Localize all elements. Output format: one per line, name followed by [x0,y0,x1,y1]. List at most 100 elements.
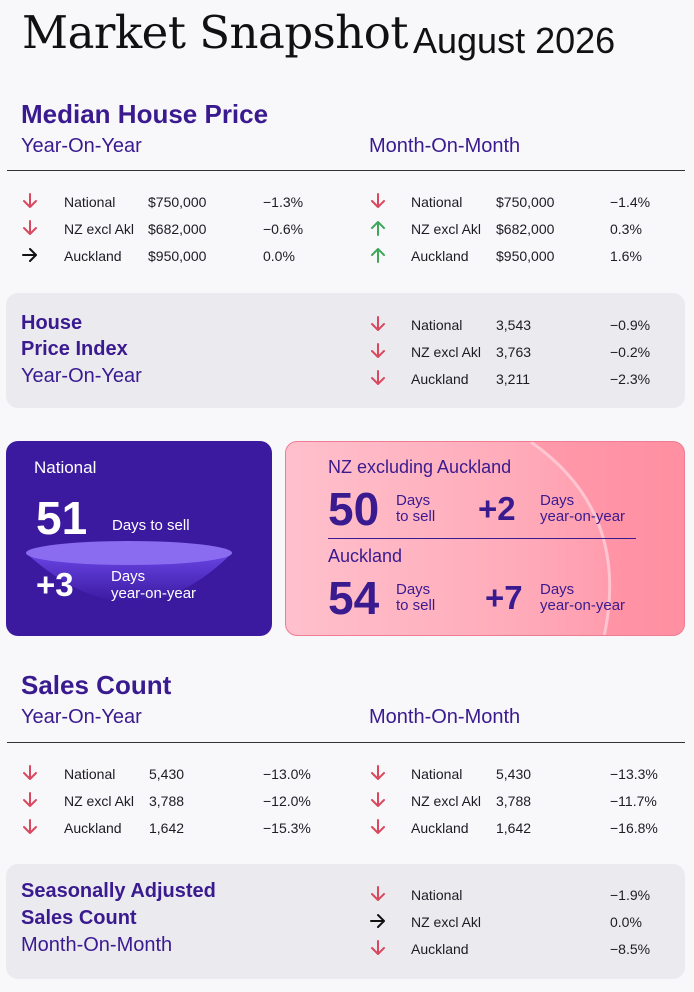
region-label: Auckland [411,941,469,957]
value-cell: 3,211 [496,371,530,387]
value-cell: $750,000 [496,194,555,210]
national-days-label: Days to sell [112,517,190,534]
arrow-down-icon [369,885,387,903]
value-cell: $750,000 [148,194,207,210]
value-cell: $682,000 [148,221,207,237]
page-title: Market Snapshot [22,6,408,59]
arrow-down-icon [21,192,39,210]
auckland-change-value: +7 [485,579,523,616]
hpi-title-line1: House [21,312,83,334]
region-label: NZ excl Akl [64,221,135,237]
table-row: Auckland 3,211 −2.3% [348,369,688,393]
value-cell: 1,642 [496,820,532,836]
region-label: NZ excl Akl [411,344,482,360]
change-cell: −0.2% [610,344,651,360]
region-label: National [411,317,463,333]
change-cell: 0.0% [263,248,295,264]
national-change-label2: year-on-year [111,585,197,602]
table-row: National 5,430 −13.3% [348,764,688,788]
value-cell: 5,430 [496,766,532,782]
regional-days-card: NZ excluding Auckland 50 Days to sell +2… [285,441,685,636]
seasonal-title-line2: Sales Count [21,907,137,929]
table-row: Auckland −8.5% [348,939,688,963]
change-cell: −13.3% [610,766,658,782]
table-row: Auckland $950,000 1.6% [348,246,688,270]
region-label: Auckland [411,248,469,264]
table-row: NZ excl Akl 0.0% [348,912,688,936]
region-label: National [64,194,116,210]
national-change-value: +3 [36,566,74,603]
change-cell: 1.6% [610,248,642,264]
page-date: August 2026 [413,20,616,61]
nz-excl-change-label1: Days [540,492,575,509]
hpi-panel [6,293,685,408]
value-cell: $950,000 [496,248,555,264]
table-row: National −1.9% [348,885,688,909]
region-label: National [411,766,463,782]
change-cell: −11.7% [610,793,657,809]
change-cell: −1.3% [263,194,304,210]
seasonal-title-line1: Seasonally Adjusted [21,880,216,902]
change-cell: −1.4% [610,194,651,210]
arrow-down-icon [369,791,387,809]
arrow-down-icon [21,818,39,836]
change-cell: −16.8% [610,820,658,836]
change-cell: 0.0% [610,914,642,930]
arrow-down-icon [369,342,387,360]
value-cell: 1,642 [149,820,185,836]
value-cell: 3,788 [149,793,185,809]
median-mom-label: Month-On-Month [369,135,521,157]
auckland-days-label1: Days [396,581,431,598]
region-label: Auckland [64,820,122,836]
region-label: NZ excl Akl [411,793,482,809]
table-row: NZ excl Akl $682,000 −0.6% [0,219,340,243]
auckland-change-label2: year-on-year [540,597,626,614]
value-cell: 3,543 [496,317,532,333]
change-cell: −0.9% [610,317,651,333]
table-row: Auckland 1,642 −16.8% [348,818,688,842]
region-label: National [64,766,116,782]
change-cell: −0.6% [263,221,304,237]
change-cell: −8.5% [610,941,651,957]
median-price-heading: Median House Price [21,99,269,129]
national-days-card: National 51 Days to sell +3 Days year-on… [6,441,272,636]
change-cell: 0.3% [610,221,642,237]
region-label: NZ excl Akl [411,221,482,237]
change-cell: −2.3% [610,371,651,387]
value-cell: 3,788 [496,793,532,809]
value-cell: 3,763 [496,344,532,360]
table-row: NZ excl Akl $682,000 0.3% [348,219,688,243]
nz-excl-days-value: 50 [328,483,380,535]
nz-excl-days-label2: to sell [396,508,436,525]
median-divider [7,170,685,171]
bowl-graphic [26,541,232,602]
region-label: Auckland [64,248,122,264]
nz-excl-change-label2: year-on-year [540,508,626,525]
nz-excl-change-value: +2 [478,490,516,527]
value-cell: $682,000 [496,221,555,237]
region-label: Auckland [411,371,469,387]
arrow-down-icon [369,315,387,333]
nz-excl-days-label1: Days [396,492,431,509]
sales-count-heading: Sales Count [21,670,172,700]
arrow-down-icon [21,219,39,237]
arrow-down-icon [369,192,387,210]
national-label: National [34,458,97,477]
table-row: NZ excl Akl 3,788 −12.0% [0,791,340,815]
table-row: Auckland $950,000 0.0% [0,246,340,270]
arrow-down-icon [369,939,387,957]
table-row: National $750,000 −1.3% [0,192,340,216]
nz-excl-label: NZ excluding Auckland [328,457,512,477]
auckland-days-value: 54 [328,572,380,624]
table-row: Auckland 1,642 −15.3% [0,818,340,842]
change-cell: −13.0% [263,766,311,782]
region-label: National [411,194,463,210]
seasonal-mom-label: Month-On-Month [21,934,173,956]
table-row: National 5,430 −13.0% [0,764,340,788]
arrow-up-icon [369,219,387,237]
value-cell: 5,430 [149,766,185,782]
change-cell: −15.3% [263,820,311,836]
arrow-down-icon [369,369,387,387]
table-row: National $750,000 −1.4% [348,192,688,216]
change-cell: −1.9% [610,887,651,903]
